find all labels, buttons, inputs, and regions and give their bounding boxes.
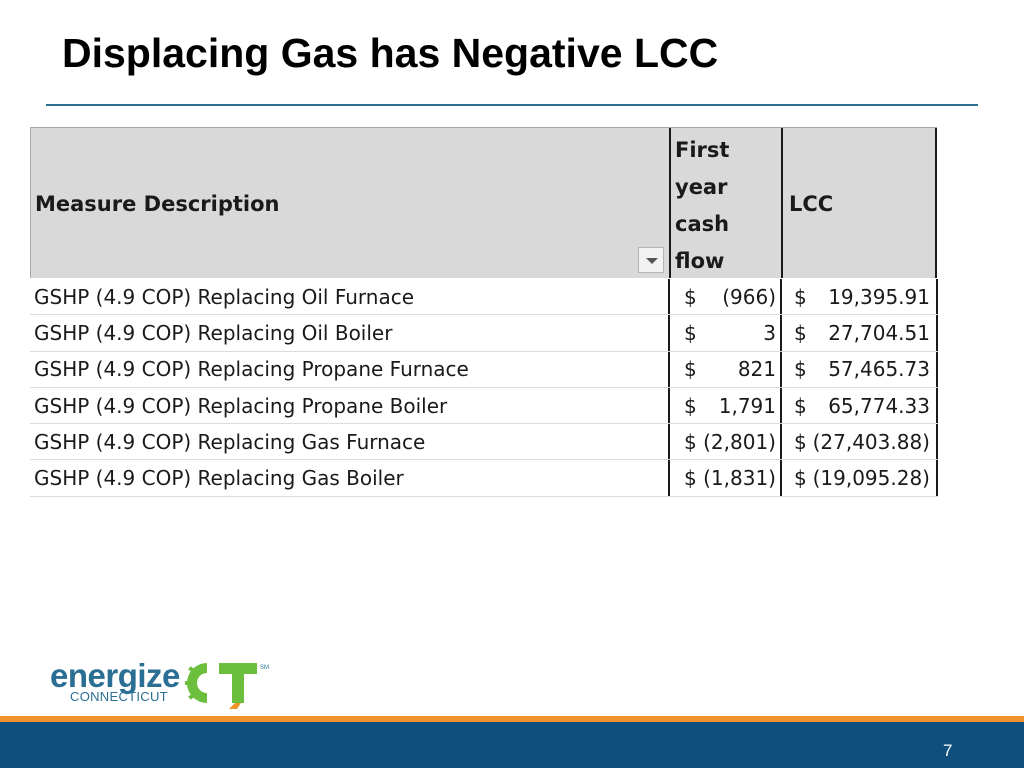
measure-description-cell: GSHP (4.9 COP) Replacing Gas Boiler — [34, 466, 404, 491]
header-cash-line-4: flow — [675, 249, 725, 273]
header-cash-line-1: First — [675, 138, 730, 162]
title-divider — [46, 104, 978, 106]
header-cash-line-3: cash — [675, 212, 730, 236]
table-row: GSHP (4.9 COP) Replacing Propane Boiler … — [30, 387, 938, 425]
page-number: 7 — [943, 741, 953, 760]
header-cash-line-2: year — [675, 175, 728, 199]
measure-description-cell: GSHP (4.9 COP) Replacing Gas Furnace — [34, 429, 426, 454]
header-measure-description-label: Measure Description — [35, 192, 280, 216]
lcc-cell: $ 57,465.73 — [782, 351, 938, 387]
cash-flow-cell: $ 821 — [668, 351, 782, 387]
lcc-cell: $ 65,774.33 — [782, 387, 938, 424]
table-row: GSHP (4.9 COP) Replacing Oil Furnace $ (… — [30, 279, 938, 316]
table-body: GSHP (4.9 COP) Replacing Oil Furnace $ (… — [30, 279, 938, 497]
currency-symbol: $ — [794, 393, 807, 418]
currency-symbol: $ — [684, 357, 697, 382]
cash-flow-cell: $ (966) — [668, 279, 782, 315]
currency-symbol: $ — [794, 466, 807, 491]
slide-title: Displacing Gas has Negative LCC — [62, 30, 719, 76]
lcc-cell: $ (27,403.88) — [782, 424, 938, 460]
currency-symbol: $ — [794, 429, 807, 454]
cash-flow-cell: $ (1,831) — [668, 460, 782, 496]
currency-symbol: $ — [794, 357, 807, 382]
logo-trademark: SM — [260, 665, 269, 671]
header-first-year-cash-flow: First year cash flow — [669, 128, 783, 278]
energize-ct-logo: energize CONNECTICUT SM — [50, 655, 280, 735]
currency-symbol: $ — [684, 466, 697, 491]
currency-symbol: $ — [684, 393, 697, 418]
table-row: GSHP (4.9 COP) Replacing Oil Boiler $ 3 … — [30, 315, 938, 352]
cash-flow-value: 3 — [763, 320, 776, 345]
lcc-value: 27,704.51 — [828, 320, 930, 345]
spreadsheet-table: Measure Description First year cash flow… — [30, 127, 938, 497]
cash-flow-value: 821 — [737, 357, 776, 382]
logo-subtitle: CONNECTICUT — [70, 689, 168, 704]
currency-symbol: $ — [684, 284, 697, 309]
filter-dropdown-icon[interactable] — [638, 247, 664, 273]
cash-flow-value: 1,791 — [718, 393, 776, 418]
lcc-cell: $ (19,095.28) — [782, 460, 938, 496]
lcc-value: 19,395.91 — [828, 284, 930, 309]
table-header-row: Measure Description First year cash flow… — [30, 127, 937, 278]
lcc-value: (19,095.28) — [812, 466, 930, 491]
cash-flow-value: (966) — [722, 284, 776, 309]
table-row: GSHP (4.9 COP) Replacing Gas Furnace $ (… — [30, 424, 938, 461]
logo-wordmark: energize — [50, 657, 180, 694]
measure-description-cell: GSHP (4.9 COP) Replacing Oil Furnace — [34, 284, 415, 309]
cash-flow-value: (1,831) — [703, 466, 776, 491]
header-measure-description: Measure Description — [31, 128, 669, 278]
cash-flow-cell: $ (2,801) — [668, 424, 782, 460]
cash-flow-cell: $ 1,791 — [668, 387, 782, 424]
currency-symbol: $ — [794, 284, 807, 309]
table-row: GSHP (4.9 COP) Replacing Propane Furnace… — [30, 351, 938, 388]
lcc-value: 65,774.33 — [828, 393, 930, 418]
cash-flow-cell: $ 3 — [668, 315, 782, 351]
currency-symbol: $ — [684, 320, 697, 345]
header-lcc-label: LCC — [789, 192, 834, 216]
cash-flow-value: (2,801) — [703, 429, 776, 454]
lcc-cell: $ 19,395.91 — [782, 279, 938, 315]
footer-band — [0, 722, 1024, 768]
footer-orange-stripe — [0, 716, 1024, 722]
header-lcc: LCC — [783, 128, 937, 278]
lcc-value: (27,403.88) — [812, 429, 930, 454]
measure-description-cell: GSHP (4.9 COP) Replacing Propane Furnace — [34, 357, 469, 382]
measure-description-cell: GSHP (4.9 COP) Replacing Oil Boiler — [34, 320, 393, 345]
table-row: GSHP (4.9 COP) Replacing Gas Boiler $ (1… — [30, 460, 938, 497]
currency-symbol: $ — [794, 320, 807, 345]
energize-ct-logo-icon: SM — [185, 663, 269, 709]
lcc-value: 57,465.73 — [828, 357, 930, 382]
measure-description-cell: GSHP (4.9 COP) Replacing Propane Boiler — [34, 393, 448, 418]
lcc-cell: $ 27,704.51 — [782, 315, 938, 351]
currency-symbol: $ — [684, 429, 697, 454]
